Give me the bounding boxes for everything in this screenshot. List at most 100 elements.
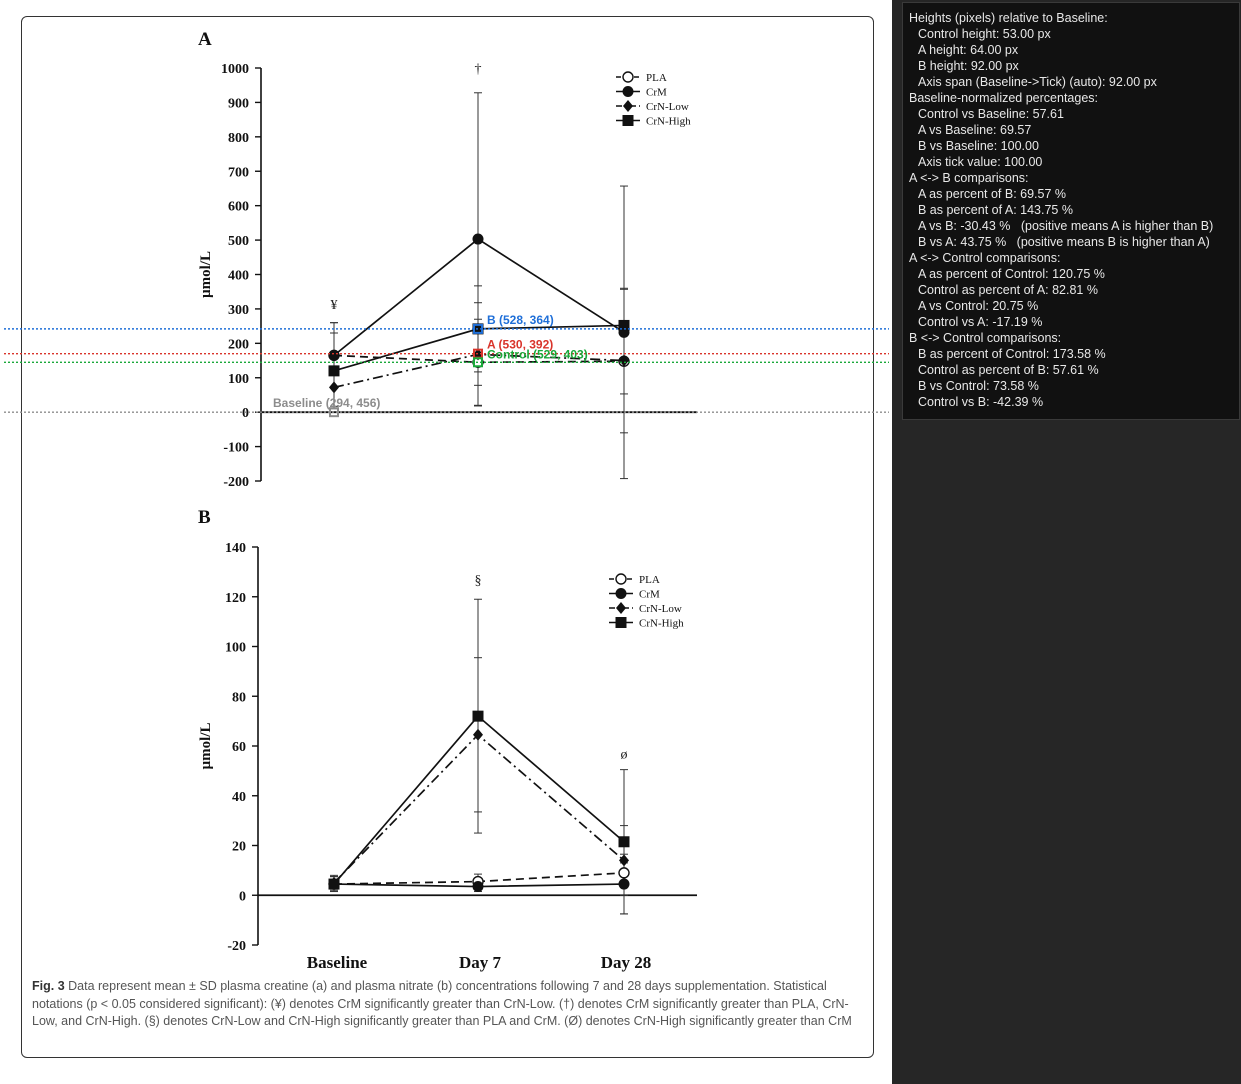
overlay-point-blue	[473, 323, 483, 334]
panelB-point-crn-high	[328, 878, 340, 890]
panelB-y-tick-label: 140	[225, 541, 246, 556]
panelA-y-tick-label: 400	[228, 269, 249, 284]
panelB-label: B	[198, 507, 211, 528]
panelA-legend-label: PLA	[646, 72, 667, 84]
info-line: B as percent of Control: 173.58 %	[918, 347, 1106, 361]
info-box	[902, 2, 1240, 420]
panelB-legend-marker	[615, 588, 627, 599]
panelB-point-crn-high	[618, 836, 630, 848]
panelB-y-tick-label: 80	[232, 690, 246, 705]
caption-figure-number: Fig. 3	[32, 979, 65, 993]
info-line: A as percent of Control: 120.75 %	[918, 267, 1105, 281]
caption-text: Data represent mean ± SD plasma creatine…	[32, 979, 852, 1028]
info-line: Control vs A: -17.19 %	[918, 315, 1043, 329]
panelA-legend-label: CrM	[646, 87, 667, 99]
panelB-point-crm	[618, 878, 630, 890]
panelB-significance-mark: §	[475, 573, 482, 588]
panelA-significance-mark: †	[475, 62, 482, 77]
panelB-legend-label: PLA	[639, 574, 660, 586]
panelA-y-tick-label: 200	[228, 337, 249, 352]
panelA-y-tick-label: -200	[223, 475, 249, 490]
panelA-label: A	[198, 29, 212, 50]
overlay-point-gray	[329, 407, 339, 418]
info-line: A vs B: -30.43 % (positive means A is hi…	[918, 219, 1214, 233]
panelA-legend-marker	[622, 71, 634, 83]
panelB-point-crm	[472, 881, 484, 893]
panelB-significance-mark: ø	[621, 747, 628, 762]
panelB-legend-marker	[615, 617, 627, 628]
info-line: B as percent of A: 143.75 %	[918, 203, 1073, 217]
panelA-y-tick-label: 0	[242, 406, 249, 421]
panelB-y-tick-label: 20	[232, 840, 246, 855]
panelA-y-tick-label: -100	[223, 441, 249, 456]
panelA-point-crn-low	[329, 381, 339, 394]
panelA-legend-marker	[622, 115, 634, 126]
info-line: Control vs B: -42.39 %	[918, 395, 1044, 409]
panelB-point-crn-low	[473, 728, 483, 741]
info-line: Heights (pixels) relative to Baseline:	[909, 11, 1108, 25]
panelA-point-crm	[328, 349, 340, 361]
overlay-label-gray: Baseline (294, 456)	[273, 396, 380, 410]
info-line: Axis tick value: 100.00	[918, 155, 1043, 169]
figure-caption: Fig. 3 Data represent mean ± SD plasma c…	[32, 978, 862, 1031]
figure-frame	[21, 16, 874, 1058]
panelB-legend-marker	[615, 573, 627, 585]
panelB-point-crn-low	[619, 854, 629, 867]
panelB-y-label: µmol/L	[198, 723, 214, 770]
info-line: A <-> Control comparisons:	[909, 251, 1061, 265]
panelA-y-tick-label: 500	[228, 234, 249, 249]
panelA-significance-mark: ¥	[331, 298, 338, 313]
info-line: Control vs Baseline: 57.61	[918, 107, 1064, 121]
panelA-y-label: µmol/L	[198, 251, 214, 298]
panelA-legend-label: CrN-High	[646, 116, 691, 128]
panelB-series-line-crn-high	[333, 714, 625, 885]
panelA-y-tick-label: 600	[228, 200, 249, 215]
panelA-legend-label: CrN-Low	[646, 101, 689, 113]
info-line: B vs Control: 73.58 %	[918, 379, 1039, 393]
panelB-y-tick-label: 0	[239, 889, 246, 904]
panelA-series-line-crm	[333, 238, 625, 357]
chart-canvas: A-200-1000100200300400500600700800900100…	[4, 29, 889, 972]
panelA-point-crn-low	[619, 354, 629, 367]
panelB-y-tick-label: 120	[225, 591, 246, 606]
panelA-y-tick-label: 1000	[221, 62, 249, 77]
panelB-legend-marker	[616, 602, 626, 614]
info-line: Control height: 53.00 px	[918, 27, 1051, 41]
panelA-legend-marker	[622, 86, 634, 97]
panelB-y-tick-label: -20	[227, 939, 246, 954]
panelB-series-line-crn-low	[333, 733, 625, 884]
panelA-y-tick-label: 800	[228, 131, 249, 146]
panelB-y-tick-label: 60	[232, 740, 246, 755]
panelA-y-tick-label: 100	[228, 372, 249, 387]
panelA-point-crn-high	[618, 319, 630, 331]
info-line: A <-> B comparisons:	[909, 171, 1029, 185]
panelB-legend-label: CrM	[639, 589, 660, 601]
overlay-label-green: Control (529, 403)	[487, 347, 588, 361]
panelA-point-crn-high	[328, 365, 340, 377]
info-line: Control as percent of B: 57.61 %	[918, 363, 1099, 377]
panelB-legend-label: CrN-Low	[639, 603, 682, 615]
info-line: A vs Control: 20.75 %	[918, 299, 1039, 313]
panelA-y-tick-label: 900	[228, 96, 249, 111]
info-line: Baseline-normalized percentages:	[909, 91, 1098, 105]
info-line: B vs A: 43.75 % (positive means B is hig…	[918, 235, 1210, 249]
info-line: A vs Baseline: 69.57	[918, 123, 1032, 137]
info-panel: Heights (pixels) relative to Baseline: Co…	[909, 10, 1239, 410]
panelB-legend-label: CrN-High	[639, 618, 684, 630]
info-line: B <-> Control comparisons:	[909, 331, 1062, 345]
panelA-y-tick-label: 300	[228, 303, 249, 318]
info-line: Axis span (Baseline->Tick) (auto): 92.00…	[918, 75, 1157, 89]
panelB-y-tick-label: 40	[232, 790, 246, 805]
panelA-legend-marker	[623, 100, 633, 112]
info-line: A as percent of B: 69.57 %	[918, 187, 1067, 201]
overlay-label-red: A (530, 392)	[487, 338, 553, 352]
x-category-label: Baseline	[307, 953, 368, 972]
info-line: Control as percent of A: 82.81 %	[918, 283, 1098, 297]
info-line: B height: 92.00 px	[918, 59, 1019, 73]
x-category-label: Day 28	[601, 953, 652, 972]
panelB-point-crn-high	[472, 710, 484, 722]
panelA-y-tick-label: 700	[228, 165, 249, 180]
panelB-y-tick-label: 100	[225, 641, 246, 656]
panelA-point-crm	[472, 233, 484, 245]
panelB-point-pla	[618, 867, 630, 879]
